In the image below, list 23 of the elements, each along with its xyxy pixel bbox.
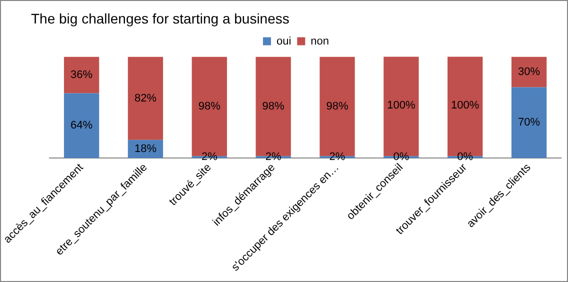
- bar: [64, 93, 100, 158]
- data-label: 2%: [201, 151, 218, 164]
- data-label: 64%: [70, 120, 93, 132]
- legend-label: oui: [276, 35, 292, 48]
- data-label: 70%: [518, 116, 540, 129]
- data-label: 100%: [387, 100, 416, 112]
- data-label: 18%: [134, 143, 157, 156]
- data-label: 30%: [518, 66, 540, 78]
- data-label: 0%: [457, 151, 474, 164]
- bar: [64, 56, 100, 94]
- bar: [128, 56, 164, 140]
- data-label: 0%: [393, 151, 410, 164]
- data-label: 98%: [262, 100, 285, 112]
- bar: [511, 87, 547, 158]
- data-label: 2%: [329, 151, 346, 164]
- data-label: 100%: [451, 100, 480, 112]
- legend-label: non: [310, 35, 330, 48]
- data-label: 98%: [326, 100, 348, 112]
- data-label: 98%: [198, 100, 221, 112]
- chart-title: The big challenges for starting a business: [31, 10, 290, 26]
- data-label: 82%: [134, 92, 157, 104]
- data-label: 36%: [70, 69, 93, 82]
- data-label: 2%: [265, 151, 282, 164]
